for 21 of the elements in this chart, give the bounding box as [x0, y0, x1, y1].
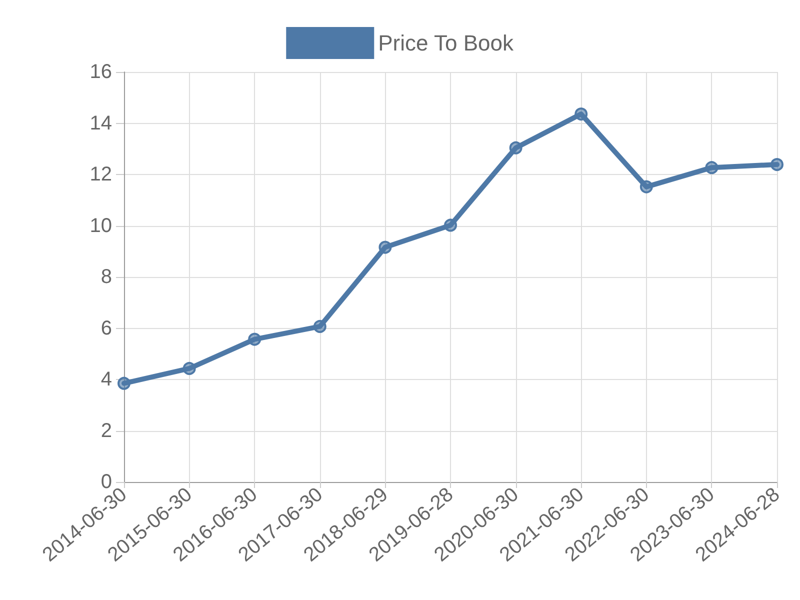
y-tick-label: 8: [100, 266, 112, 288]
point: [705, 161, 718, 174]
point: [770, 158, 784, 172]
y-tick-label: 0: [100, 471, 112, 493]
point: [378, 240, 392, 254]
y-tick-label: 4: [100, 368, 112, 390]
y-tick-label: 14: [90, 112, 112, 134]
point: [248, 332, 262, 346]
point: [313, 320, 326, 333]
y-tick-label: 2: [100, 420, 112, 442]
y-tick-label: 16: [90, 61, 112, 83]
y-tick-label: 10: [90, 214, 112, 237]
y-tick-label: 12: [90, 164, 112, 186]
point: [444, 218, 457, 232]
point: [574, 108, 588, 121]
point: [118, 376, 130, 390]
point: [640, 180, 653, 194]
point: [509, 141, 522, 154]
legend-label: Price To Book: [378, 30, 514, 56]
y-tick-label: 6: [100, 317, 112, 340]
point: [182, 362, 196, 375]
